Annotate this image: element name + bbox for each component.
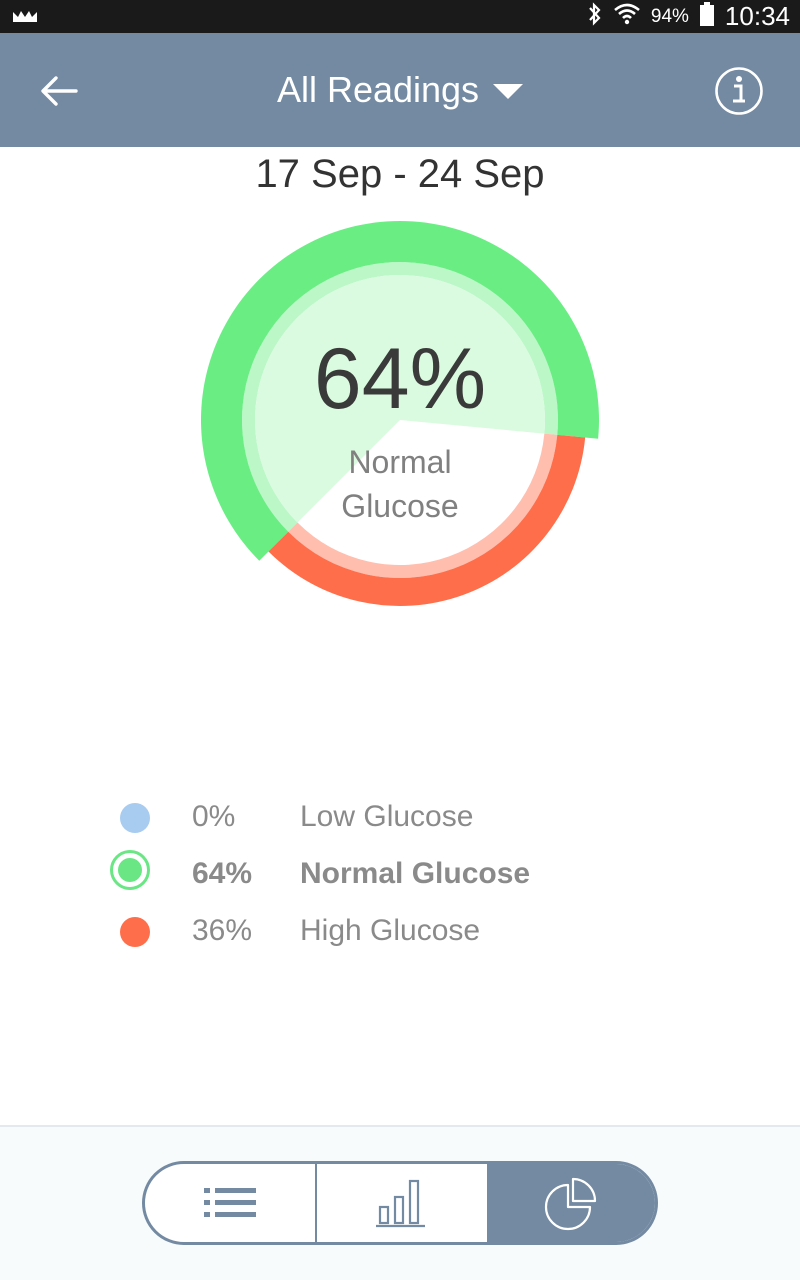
- notification-icon: [12, 9, 38, 28]
- legend-percent: 36%: [192, 914, 253, 947]
- center-label-line2: Glucose: [341, 488, 459, 524]
- legend-percent: 64%: [192, 857, 253, 890]
- high-glucose-inner-ring: [288, 433, 558, 579]
- page-title: All Readings: [276, 69, 480, 110]
- legend-label: High Glucose: [300, 914, 481, 947]
- legend-percent: 0%: [192, 800, 236, 833]
- center-percent: 64%: [313, 331, 487, 427]
- back-button[interactable]: [38, 71, 82, 111]
- high-glucose-slice[interactable]: [268, 434, 586, 606]
- list-view-icon: [204, 1188, 256, 1217]
- back-arrow-icon: [41, 76, 78, 106]
- center-label-line1: Normal: [348, 444, 452, 480]
- pie-chart-view-button[interactable]: [487, 1164, 655, 1242]
- date-range: 17 Sep - 24 Sep: [255, 152, 545, 196]
- legend-item-normal[interactable]: 64% Normal Glucose: [110, 850, 610, 898]
- bar-chart-view-icon: [376, 1179, 425, 1228]
- bottom-divider: [0, 1125, 800, 1127]
- wifi-icon: [613, 1, 641, 32]
- view-switcher: [142, 1161, 658, 1245]
- battery-icon: [699, 1, 715, 32]
- low-glucose-dot-icon: [120, 803, 150, 833]
- center-label: Normal Glucose: [200, 440, 600, 528]
- legend-item-high[interactable]: 36% High Glucose: [110, 909, 610, 955]
- info-button[interactable]: [714, 66, 764, 116]
- clock: 10:34: [724, 1, 790, 31]
- bar-chart-view-button[interactable]: [317, 1164, 487, 1242]
- glucose-distribution-chart[interactable]: [200, 220, 600, 620]
- normal-glucose-inner-ring: [242, 262, 558, 532]
- readings-filter-dropdown[interactable]: All Readings: [276, 69, 524, 111]
- bluetooth-icon: [587, 1, 603, 32]
- pie-chart-view-icon: [544, 1177, 597, 1231]
- info-icon: [715, 67, 763, 115]
- app-bar: All Readings: [0, 33, 800, 147]
- normal-glucose-fill-wedge: [254, 275, 545, 523]
- list-view-button[interactable]: [145, 1164, 317, 1242]
- normal-glucose-selected-dot-icon: [110, 850, 150, 890]
- chevron-down-icon: [493, 83, 524, 99]
- normal-glucose-slice[interactable]: [201, 221, 599, 561]
- legend-item-low[interactable]: 0% Low Glucose: [110, 795, 610, 841]
- battery-percent: 94%: [650, 5, 689, 27]
- legend-label: Low Glucose: [300, 800, 474, 833]
- high-glucose-dot-icon: [120, 917, 150, 947]
- legend-label: Normal Glucose: [300, 857, 531, 890]
- status-bar: 94% 10:34: [0, 0, 800, 33]
